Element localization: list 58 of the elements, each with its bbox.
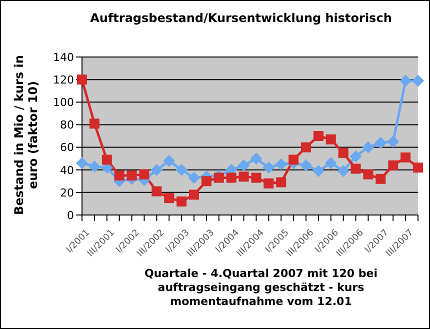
- point: [238, 172, 249, 182]
- point: [152, 186, 162, 196]
- point: [126, 170, 137, 180]
- point: [413, 162, 423, 173]
- y-tick-label: 40: [60, 164, 74, 177]
- point: [226, 172, 236, 183]
- point: [76, 157, 88, 170]
- point: [374, 136, 387, 149]
- point: [388, 160, 398, 170]
- point: [312, 164, 324, 177]
- point: [338, 148, 348, 158]
- point: [337, 164, 350, 177]
- chart-title: Auftragsbestand/Kursentwicklung historisch: [89, 11, 393, 25]
- point: [176, 196, 187, 206]
- point: [387, 136, 400, 148]
- x-axis-title: Quartale - 4.Quartal 2007 mit 120 bei auftragseingang geschätzt - kurs momentaufnahme vom 12.01: [144, 267, 378, 309]
- point: [89, 118, 100, 129]
- y-tick-label: 100: [53, 96, 74, 110]
- point: [262, 162, 275, 174]
- point: [324, 157, 337, 170]
- point: [412, 74, 424, 87]
- point: [264, 178, 274, 188]
- point: [214, 172, 224, 183]
- y-axis-title: Bestand in Mio / kurs in euro (faktor 10): [12, 54, 40, 217]
- y-tick-label: 140: [53, 50, 74, 64]
- point: [189, 190, 199, 200]
- point: [313, 131, 324, 141]
- point: [114, 170, 124, 180]
- point: [400, 152, 411, 162]
- point: [150, 164, 163, 176]
- point: [362, 141, 374, 154]
- point: [201, 176, 212, 186]
- point: [275, 158, 288, 170]
- point: [326, 134, 336, 144]
- point: [400, 74, 412, 87]
- point: [238, 159, 250, 172]
- point: [139, 169, 150, 180]
- point: [102, 154, 112, 165]
- y-tick-label: 120: [53, 73, 74, 86]
- point: [163, 154, 176, 167]
- y-tick-label: 80: [60, 118, 74, 132]
- y-tick-label: 20: [60, 186, 74, 200]
- point: [250, 152, 262, 165]
- point: [350, 150, 362, 162]
- point: [251, 172, 262, 183]
- point: [88, 160, 100, 172]
- point: [363, 169, 374, 180]
- point: [188, 172, 200, 184]
- point: [301, 142, 311, 152]
- y-tick-label: 60: [60, 141, 74, 154]
- point: [288, 154, 299, 165]
- point: [164, 193, 174, 204]
- point: [376, 174, 386, 184]
- y-tick-label: 0: [67, 208, 74, 222]
- point: [300, 159, 312, 172]
- point: [350, 164, 361, 174]
- point: [276, 177, 286, 188]
- point: [176, 164, 188, 176]
